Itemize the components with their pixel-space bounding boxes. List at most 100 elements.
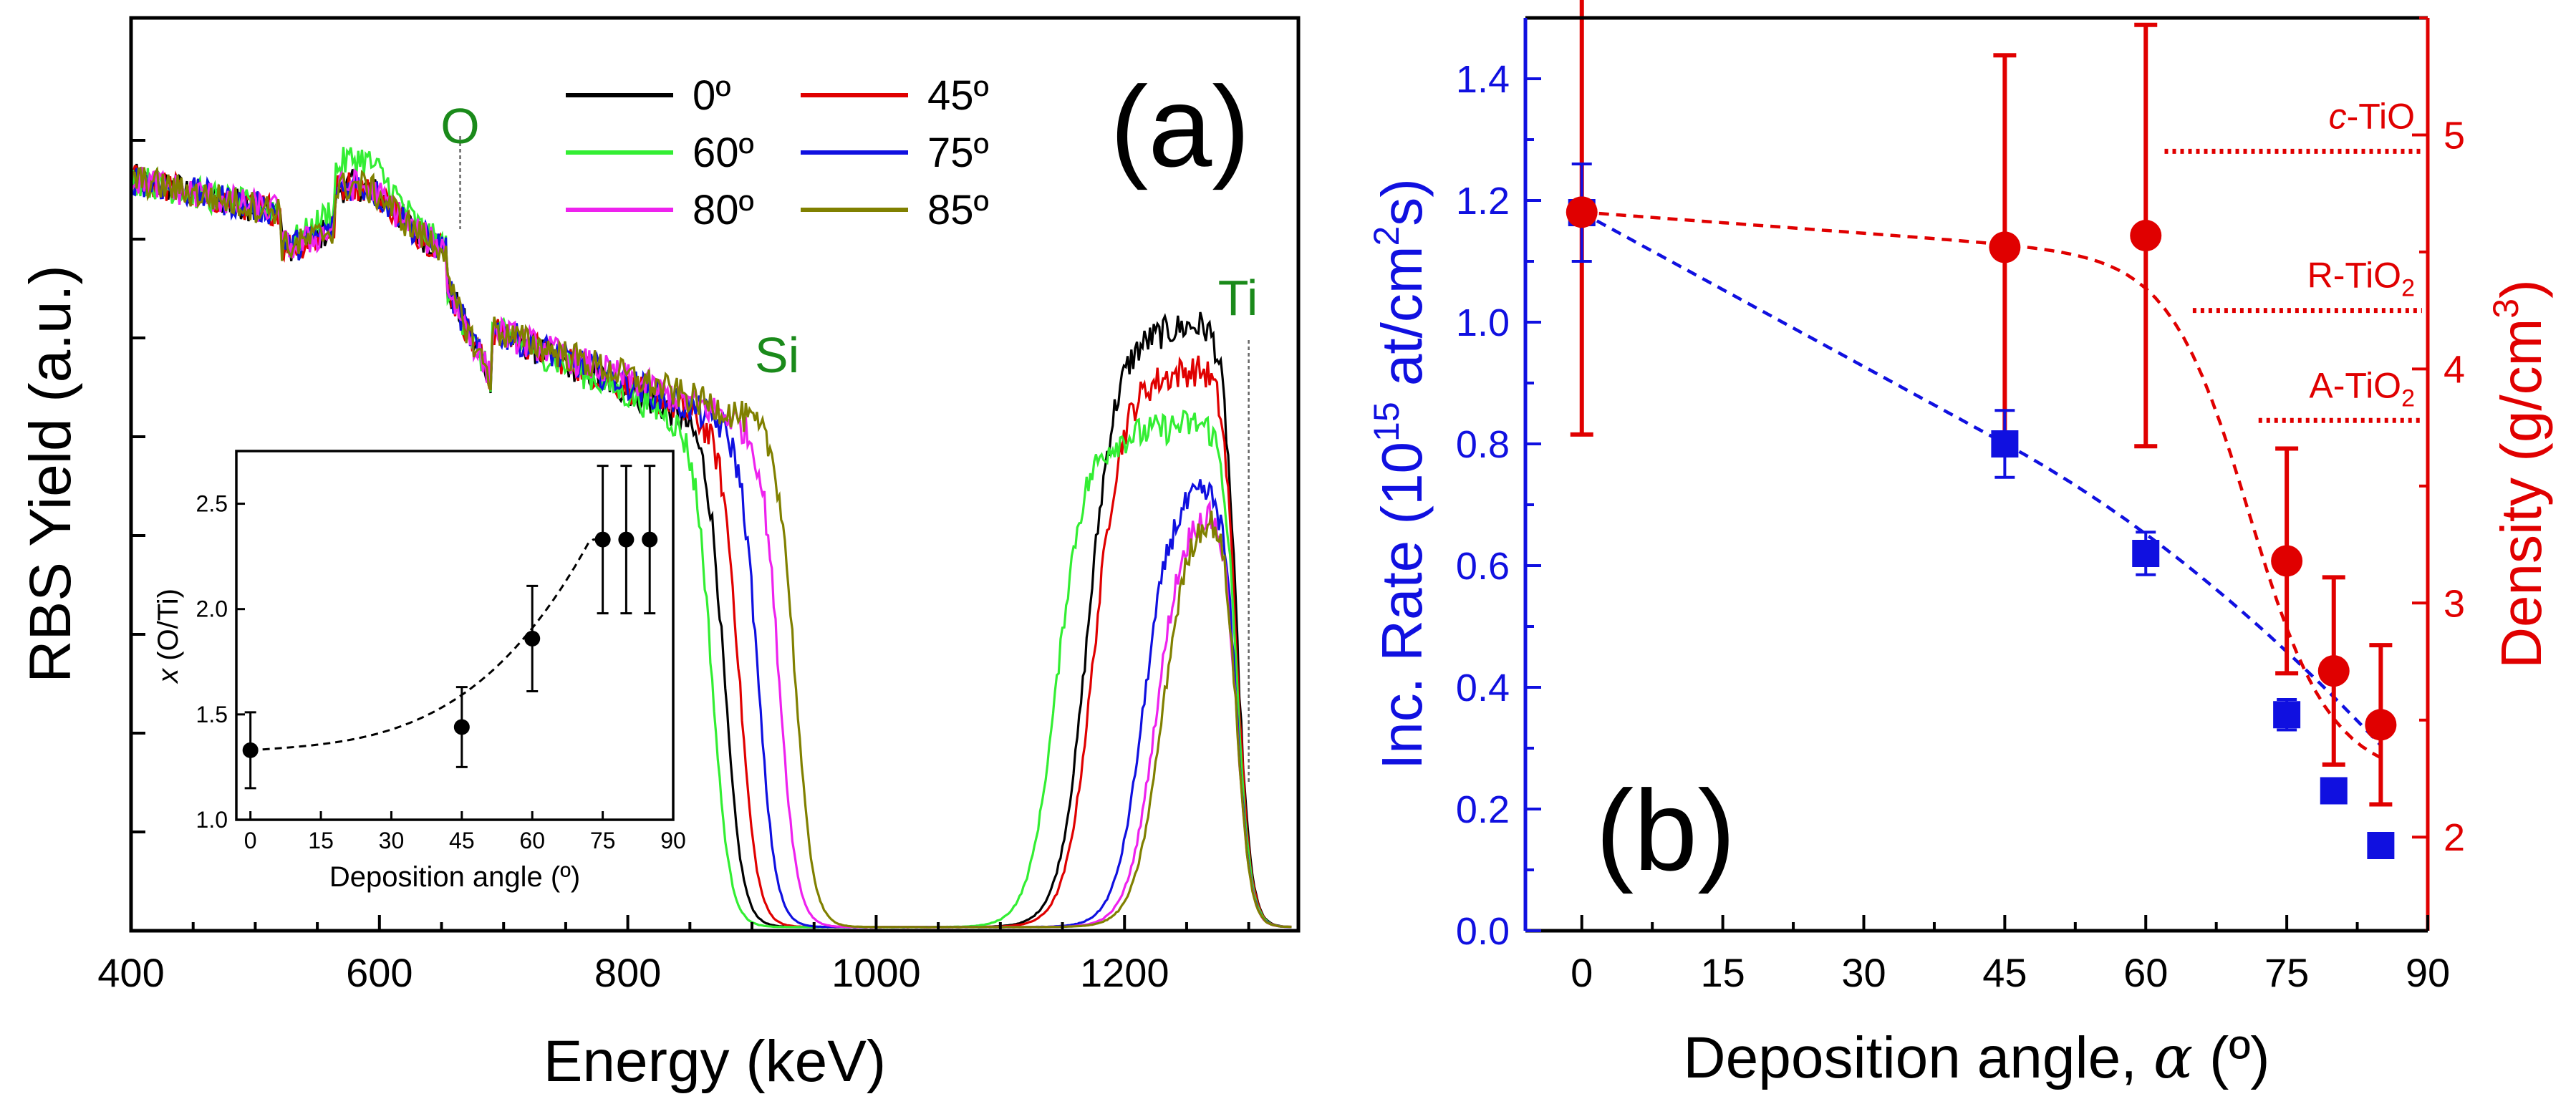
panel-b-left-tick-label: 0.2 bbox=[1456, 788, 1510, 831]
density-data-point bbox=[1566, 196, 1598, 228]
spectrum-line-85deg bbox=[130, 166, 1292, 929]
inset-data-point bbox=[642, 531, 658, 548]
rate-data-point bbox=[2367, 832, 2395, 859]
panel-b-x-tick-label: 75 bbox=[2264, 950, 2309, 995]
spectrum-line-60deg bbox=[130, 147, 1292, 929]
panel-b-right-tick-label: 2 bbox=[2444, 816, 2465, 859]
panel-b-right-axis-label: Density (g/cm3) bbox=[2486, 279, 2553, 668]
inset-y-tick-label: 1.5 bbox=[196, 702, 228, 727]
density-data-point bbox=[2317, 655, 2350, 687]
panel-b-left-tick-label: 0.6 bbox=[1456, 545, 1510, 588]
legend-label-45deg: 45º bbox=[927, 72, 989, 119]
density-data-point bbox=[2271, 545, 2303, 577]
panel-b-left-tick-label: 0.4 bbox=[1456, 667, 1510, 710]
panel-b-x-axis-symbol: α bbox=[2153, 1024, 2193, 1092]
panel-b-right-tick-label: 4 bbox=[2444, 348, 2465, 391]
inset-x-tick-label: 0 bbox=[244, 828, 257, 853]
left-axis-label-unit: at/cm bbox=[1370, 246, 1434, 402]
inset-y-tick-label: 2.5 bbox=[196, 491, 228, 517]
panel-a-element-markers: O Si Ti bbox=[440, 98, 1258, 784]
inset-data-point bbox=[618, 531, 635, 548]
panel-b-left-axis-label: Inc. Rate (1015 at/cm2s) bbox=[1366, 178, 1434, 770]
right-axis-label-part: Density (g/cm bbox=[2489, 319, 2553, 669]
inset-data-point bbox=[594, 531, 611, 548]
rate-fit-line bbox=[1581, 211, 2383, 747]
right-axis-label-cube: 3 bbox=[2486, 299, 2526, 319]
inset-data-point bbox=[524, 630, 541, 647]
panel-a-spectra bbox=[130, 147, 1292, 929]
inset-y-axis-label: x (O/Ti) bbox=[153, 589, 184, 684]
legend-label-80deg: 80º bbox=[693, 187, 754, 233]
density-data-point bbox=[2130, 220, 2162, 252]
inset-axes: 0 15 30 45 60 75 90 1.0 1.5 2.0 2.5 bbox=[196, 491, 686, 853]
inset-trend-line bbox=[250, 538, 608, 752]
rate-data-point bbox=[2320, 777, 2348, 805]
spectrum-line-0deg bbox=[130, 163, 1292, 929]
inset-data bbox=[242, 465, 658, 790]
panel-a-x-tick-label: 1000 bbox=[831, 950, 921, 995]
panel-b-label: (b) bbox=[1596, 766, 1736, 894]
reference-label-c-TiO: c-TiO bbox=[2329, 96, 2415, 136]
panel-b-right-tick-label: 5 bbox=[2444, 114, 2465, 157]
inset-x-tick-label: 60 bbox=[519, 828, 545, 853]
legend-label-85deg: 85º bbox=[927, 187, 989, 233]
panel-a-x-tick-label: 1200 bbox=[1080, 950, 1169, 995]
inset-x-axis-label: Deposition angle (º) bbox=[329, 861, 580, 893]
panel-b-axes: 0 15 30 45 60 75 900.00.20.40.60.81.01.21.4234… bbox=[1456, 16, 2465, 995]
density-data-point bbox=[1989, 231, 2021, 263]
left-axis-label-end: s) bbox=[1370, 178, 1434, 226]
panel-b-x-tick-label: 45 bbox=[1982, 950, 2027, 995]
left-axis-label-square: 2 bbox=[1366, 226, 1407, 246]
silicon-label: Si bbox=[755, 327, 799, 383]
reference-label-A-TiO2: A-TiO2 bbox=[2309, 365, 2415, 412]
rate-data-point bbox=[2132, 540, 2160, 567]
rate-data-point bbox=[2273, 701, 2301, 729]
legend-label-0deg: 0º bbox=[693, 72, 730, 119]
panel-a-x-tick-label: 600 bbox=[346, 950, 413, 995]
panel-b-data bbox=[1566, 0, 2397, 859]
legend-label-75deg: 75º bbox=[927, 130, 989, 176]
panel-b-left-tick-label: 1.4 bbox=[1456, 58, 1510, 101]
panel-a-label: (a) bbox=[1110, 62, 1250, 190]
panel-b-x-axis-unit: (º) bbox=[2193, 1025, 2269, 1090]
panel-a-x-ticks: 400 600 800 1000 1200 bbox=[97, 915, 1250, 995]
panel-b-left-tick-label: 0.8 bbox=[1456, 423, 1510, 466]
panel-b-x-tick-label: 30 bbox=[1841, 950, 1886, 995]
left-axis-label-part: Inc. Rate (10 bbox=[1370, 442, 1434, 770]
panel-b-right-tick-label: 3 bbox=[2444, 582, 2465, 625]
panel-a-x-tick-label: 400 bbox=[97, 950, 164, 995]
panel-b-x-tick-label: 15 bbox=[1700, 950, 1745, 995]
inset-x-tick-label: 75 bbox=[590, 828, 616, 853]
panel-b-left-tick-label: 1.2 bbox=[1456, 180, 1510, 223]
inset-data-point bbox=[242, 742, 259, 758]
inset-plot-frame bbox=[235, 450, 675, 821]
left-axis-label-exponent: 15 bbox=[1366, 402, 1407, 442]
panel-a-x-tick-label: 800 bbox=[594, 950, 661, 995]
panel-b-left-tick-label: 1.0 bbox=[1456, 301, 1510, 344]
panel-a-x-axis-label: Energy (keV) bbox=[544, 1029, 887, 1094]
rate-data-point bbox=[1991, 430, 2019, 457]
inset-x-tick-label: 45 bbox=[449, 828, 475, 853]
inset-x-tick-label: 30 bbox=[379, 828, 405, 853]
inset-y-axis-symbol: x bbox=[153, 667, 184, 684]
panel-b-reference-lines: c-TiO R-TiO2 A-TiO2 bbox=[2164, 96, 2422, 423]
panel-a-plot-frame bbox=[129, 16, 1301, 933]
panel-b-left-tick-label: 0.0 bbox=[1456, 910, 1510, 953]
panel-a-y-ticks bbox=[131, 139, 145, 833]
panel-a-legend: 0º 45º 60º 75º 80º 85º bbox=[566, 72, 989, 233]
panel-a-inset: 0 15 30 45 60 75 90 1.0 1.5 2.0 2.5 Deposition ang… bbox=[153, 450, 686, 893]
panel-b-x-axis-text: Deposition angle, bbox=[1683, 1025, 2153, 1090]
density-data-point bbox=[2365, 709, 2397, 741]
panel-a-y-axis-label: RBS Yield (a.u.) bbox=[18, 265, 83, 682]
inset-y-tick-label: 1.0 bbox=[196, 807, 228, 833]
panel-b-x-tick-label: 0 bbox=[1571, 950, 1593, 995]
inset-x-tick-label: 90 bbox=[660, 828, 686, 853]
titanium-label: Ti bbox=[1218, 270, 1258, 326]
panel-b-x-tick-label: 90 bbox=[2406, 950, 2450, 995]
density-fit-line bbox=[1581, 210, 2382, 760]
inset-background bbox=[183, 450, 675, 822]
right-axis-label-end: ) bbox=[2489, 279, 2553, 299]
